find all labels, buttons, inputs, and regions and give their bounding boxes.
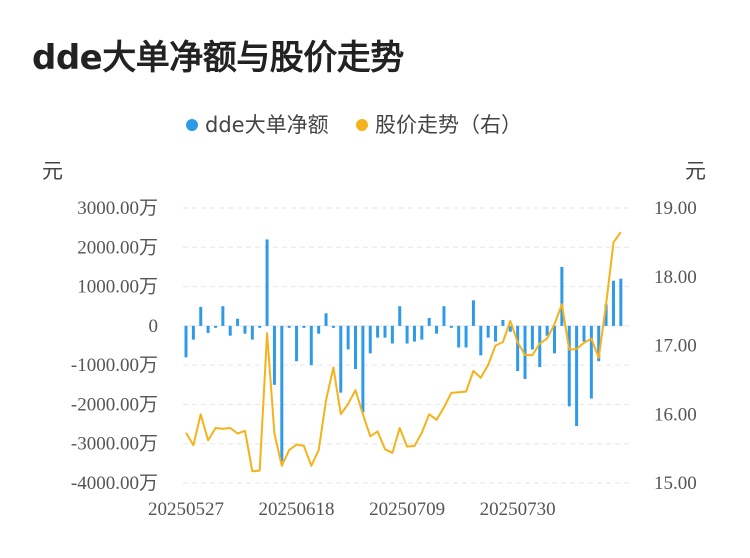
- y-right-tick-label: 17.00: [654, 336, 697, 357]
- x-tick-label: 20250618: [259, 499, 335, 520]
- dde-bar: [449, 325, 453, 328]
- dde-bar: [589, 325, 593, 399]
- dde-bar: [236, 318, 240, 326]
- x-tick-label: 20250709: [369, 499, 445, 520]
- dde-bar: [597, 325, 601, 362]
- y-left-tick-label: -3000.00万: [71, 434, 158, 455]
- dde-bar: [390, 325, 394, 344]
- dde-bar: [324, 313, 328, 326]
- dde-bar: [575, 325, 579, 427]
- dde-bar: [184, 325, 188, 358]
- dde-bar: [494, 325, 498, 342]
- dde-bar: [295, 325, 299, 362]
- y-left-tick-label: -2000.00万: [71, 394, 158, 415]
- legend-marker: [186, 119, 198, 131]
- dde-bar: [258, 325, 262, 328]
- dde-bar: [501, 319, 505, 326]
- dde-bar: [206, 325, 210, 333]
- dde-bar: [213, 325, 217, 328]
- dde-bar: [368, 325, 372, 354]
- dde-bar: [457, 325, 461, 348]
- dde-bar: [427, 318, 431, 326]
- y-left-tick-label: -4000.00万: [71, 473, 158, 494]
- gridlines: [183, 207, 630, 484]
- y-right-tick-label: 16.00: [654, 404, 697, 425]
- y-left-tick-label: 0: [149, 316, 159, 337]
- dde-bar: [228, 325, 232, 336]
- dde-bar: [582, 325, 586, 342]
- dde-bar: [486, 325, 490, 338]
- legend-marker: [356, 119, 368, 131]
- legend-label: 股价走势（右）: [375, 113, 522, 137]
- y-left-tick-label: 1000.00万: [77, 277, 158, 298]
- price-line: [185, 231, 622, 473]
- dde-bar: [250, 325, 254, 340]
- dde-bar: [376, 325, 380, 338]
- dde-bar: [545, 325, 549, 336]
- dde-bar: [538, 325, 542, 368]
- y-right-tick-label: 18.00: [654, 267, 697, 288]
- dde-bar: [560, 266, 564, 326]
- dde-bar: [442, 306, 446, 326]
- y-left-tick-label: 2000.00万: [77, 237, 158, 258]
- dde-bar: [287, 325, 291, 328]
- chart-title: dde大单净额与股价走势: [32, 38, 404, 78]
- dde-bar: [567, 325, 571, 407]
- y-right-unit: 元: [685, 159, 706, 183]
- y-left-tick-label: 3000.00万: [77, 198, 158, 219]
- dde-bar: [309, 325, 313, 366]
- legend-label: dde大单净额: [205, 113, 329, 137]
- dde-bar: [435, 325, 439, 334]
- dde-bar: [346, 325, 350, 350]
- dde-bar: [243, 325, 247, 334]
- dde-bar: [199, 307, 203, 326]
- dde-bar: [611, 280, 615, 326]
- dde-bar: [619, 278, 623, 326]
- dde-bar: [302, 325, 306, 328]
- y-left-tick-label: -1000.00万: [71, 355, 158, 376]
- dde-bar: [317, 325, 321, 334]
- x-tick-label: 20250527: [148, 499, 224, 520]
- dde-bar: [383, 325, 387, 338]
- price-line-series: [185, 231, 622, 473]
- dde-bar: [191, 325, 195, 340]
- dde-bar: [464, 325, 468, 348]
- legend: dde大单净额 股价走势（右）: [186, 113, 522, 137]
- dde-bar: [523, 325, 527, 379]
- dde-bar: [339, 325, 343, 393]
- x-tick-label: 20250730: [480, 499, 556, 520]
- dde-bar: [412, 325, 416, 342]
- dde-bar: [553, 325, 556, 354]
- dde-bar: [420, 325, 424, 340]
- dde-bar: [471, 300, 475, 326]
- dde-bar: [331, 325, 335, 328]
- dde-bar: [361, 325, 365, 413]
- dde-bar: [508, 325, 512, 332]
- axis-labels: 3000.00万 2000.00万 1000.00万 0 -1000.00万 -2000.…: [42, 159, 706, 520]
- dde-bar: [272, 325, 276, 385]
- dde-bar: [516, 325, 520, 372]
- dde-bar: [221, 306, 225, 326]
- dde-bar: [398, 306, 402, 326]
- dde-bar: [265, 239, 269, 326]
- dde-bar: [479, 325, 483, 356]
- y-left-unit: 元: [42, 159, 63, 183]
- dde-bar: [354, 325, 358, 370]
- dde-bar-series: [184, 239, 623, 462]
- y-right-tick-label: 15.00: [654, 473, 697, 494]
- dde-bar: [530, 325, 534, 350]
- y-right-tick-label: 19.00: [654, 198, 697, 219]
- dde-bar: [604, 304, 608, 326]
- dde-bar: [405, 325, 409, 344]
- dde-bar: [280, 325, 284, 462]
